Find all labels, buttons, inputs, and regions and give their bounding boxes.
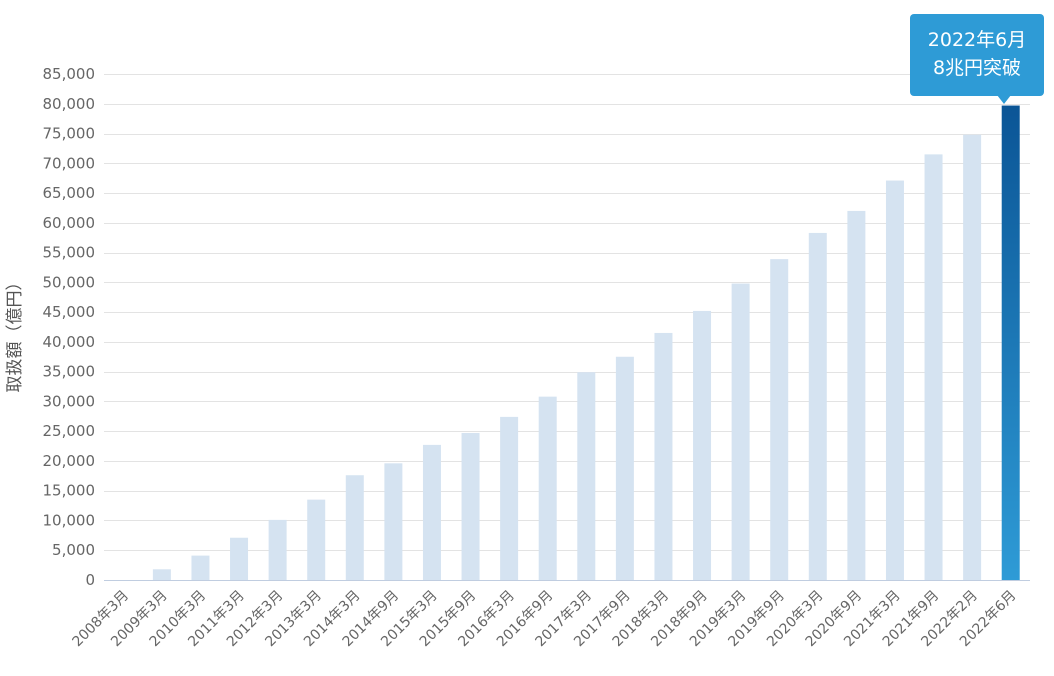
bar[interactable] [500, 416, 519, 580]
bar[interactable] [577, 372, 596, 580]
callout-date: 2022年6月 [927, 29, 1027, 51]
bar-highlight[interactable] [1001, 105, 1020, 580]
highlight-callout: 2022年6月 8兆円突破 [910, 14, 1044, 96]
y-tick-label: 10,000 [43, 511, 96, 529]
y-tick-label: 15,000 [43, 482, 96, 500]
gridlines [104, 74, 1030, 551]
bar[interactable] [230, 537, 249, 580]
bar[interactable] [384, 463, 403, 580]
y-tick-label: 75,000 [43, 125, 96, 143]
y-tick-label: 30,000 [43, 392, 96, 410]
callout-text: 8兆円突破 [932, 57, 1022, 79]
bar[interactable] [152, 569, 171, 580]
bar[interactable] [538, 396, 557, 580]
y-tick-label: 85,000 [43, 65, 96, 83]
y-axis-ticks: 0 5,000 10,000 15,000 20,000 25,000 30,000 35,0… [43, 65, 96, 589]
y-tick-label: 35,000 [43, 363, 96, 381]
bar[interactable] [924, 154, 943, 581]
bar[interactable] [422, 444, 441, 580]
bar[interactable] [307, 499, 326, 580]
bar[interactable] [731, 283, 750, 580]
y-tick-label: 50,000 [43, 273, 96, 291]
y-tick-label: 80,000 [43, 95, 96, 113]
bar[interactable] [770, 259, 789, 580]
bar[interactable] [461, 432, 480, 580]
bar[interactable] [847, 210, 866, 580]
y-tick-label: 0 [85, 571, 95, 589]
y-tick-label: 20,000 [43, 452, 96, 470]
bar[interactable] [963, 134, 982, 580]
y-tick-label: 70,000 [43, 154, 96, 172]
bar[interactable] [885, 180, 904, 580]
bar[interactable] [268, 519, 287, 580]
bar[interactable] [808, 232, 827, 580]
bar[interactable] [654, 332, 673, 580]
y-tick-label: 55,000 [43, 244, 96, 262]
y-tick-label: 45,000 [43, 303, 96, 321]
bar[interactable] [693, 310, 712, 580]
x-axis-ticks: 2008年3月2009年3月2010年3月2011年3月2012年3月2013年… [70, 588, 1020, 651]
bar[interactable] [191, 555, 210, 580]
y-tick-label: 60,000 [43, 214, 96, 232]
bar[interactable] [345, 475, 364, 580]
y-tick-label: 5,000 [52, 541, 95, 559]
callout-pointer [997, 95, 1011, 104]
y-axis-label: 取扱額（億円） [5, 274, 25, 393]
bar[interactable] [615, 356, 634, 580]
y-tick-label: 40,000 [43, 333, 96, 351]
bars [152, 105, 1020, 581]
y-tick-label: 65,000 [43, 184, 96, 202]
y-tick-label: 25,000 [43, 422, 96, 440]
